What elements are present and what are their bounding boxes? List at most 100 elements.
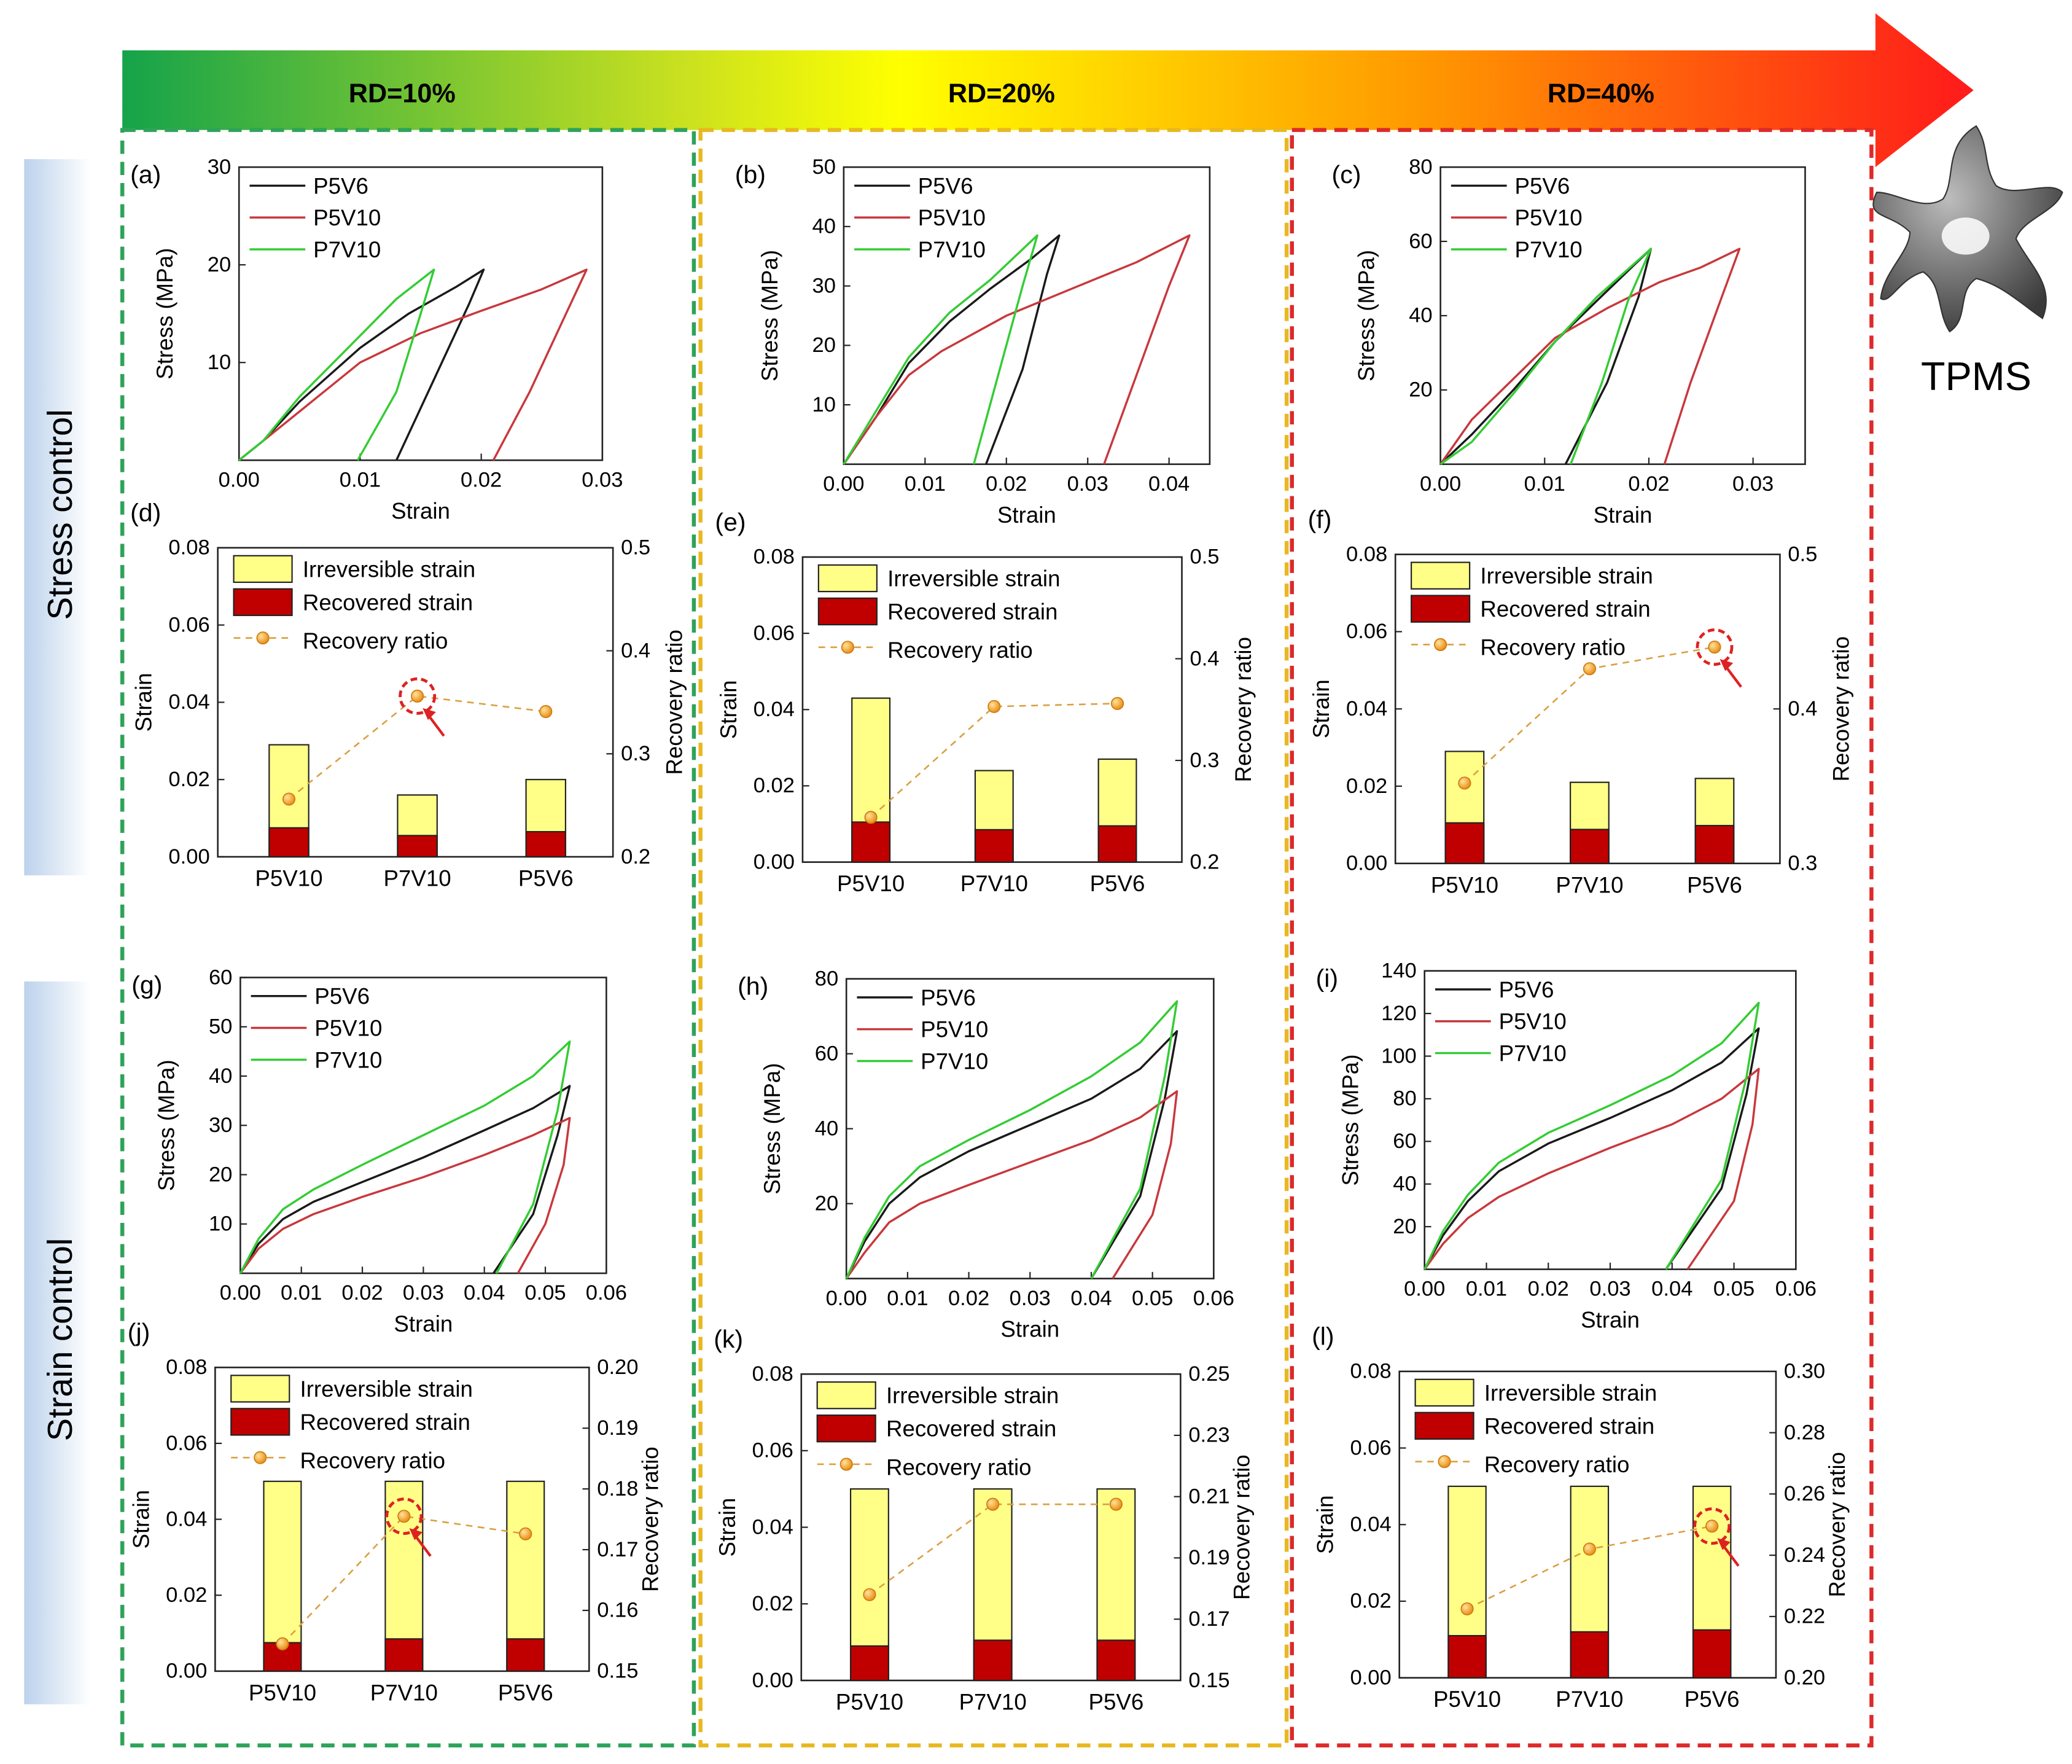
rd-20-label: RD=20% <box>948 79 1055 108</box>
y-axis-label: Stress (MPa) <box>757 250 782 381</box>
bar-recovered <box>851 821 891 863</box>
legend-swatch-ratio-point <box>254 1451 267 1464</box>
highlight-arrow <box>1721 1544 1740 1567</box>
y-right-axis-label: Recovery ratio <box>1825 1452 1850 1598</box>
y-right-tick-label: 0.19 <box>597 1416 638 1440</box>
y-right-tick-label: 0.23 <box>1188 1424 1229 1447</box>
legend-swatch-recovered <box>816 1414 876 1443</box>
bar-recovered <box>1097 825 1137 863</box>
plot-frame <box>843 166 1211 466</box>
legend-swatch-recovered <box>817 597 878 626</box>
x-axis-label: Strain <box>997 502 1056 528</box>
series-line-p5v6 <box>239 1085 571 1274</box>
recovery-ratio-line <box>288 695 546 800</box>
legend-label: P7V10 <box>1515 237 1583 262</box>
y-right-axis-label: Recovery ratio <box>1231 637 1256 782</box>
highlight-circle <box>399 677 437 715</box>
chart-i: (i) 0.00 0.01 0.02 0.03 0.04 0.05 0.06 20 40 60 80 1… <box>1316 959 1817 1332</box>
legend-label: Recovery ratio <box>300 1448 446 1473</box>
y-tick-label: 0.08 <box>754 545 795 569</box>
y-tick-label: 0.08 <box>752 1362 793 1386</box>
y-tick-label: 10 <box>812 393 835 416</box>
category-label: P5V6 <box>1687 872 1742 897</box>
y-tick-label: 20 <box>812 334 835 357</box>
y-axis-label: Strain <box>128 1490 154 1549</box>
y-tick-label: 80 <box>1409 155 1432 179</box>
x-axis-label: Strain <box>1594 502 1653 528</box>
bar-recovered <box>525 831 567 858</box>
y-tick-label: 0.06 <box>168 613 209 636</box>
panel-label: (d) <box>130 499 161 527</box>
x-tick-label: 0.04 <box>1148 472 1190 496</box>
recovery-ratio-point <box>539 704 553 719</box>
y-tick-label: 60 <box>1409 230 1432 253</box>
y-tick-label: 0.00 <box>752 1669 793 1692</box>
panel-label: (g) <box>131 970 162 999</box>
legend-swatch-irreversible <box>817 564 878 593</box>
legend-label: P7V10 <box>921 1048 988 1074</box>
panel-label: (a) <box>130 160 161 189</box>
x-tick-label: 0.02 <box>948 1287 989 1310</box>
bar-recovered <box>1447 1634 1487 1679</box>
x-tick-label: 0.03 <box>582 468 623 491</box>
series-line-p7v10 <box>238 268 435 461</box>
category-label: P7V10 <box>959 1689 1027 1714</box>
y-tick-label: 0.02 <box>1346 775 1387 798</box>
highlight-arrow-head <box>1717 1538 1731 1550</box>
bar-recovered <box>1694 825 1735 864</box>
category-label: P5V6 <box>1089 1689 1144 1714</box>
y-tick-label: 0.06 <box>166 1432 207 1455</box>
y-right-tick-label: 0.15 <box>597 1660 638 1683</box>
x-tick-label: 0.03 <box>1589 1278 1630 1301</box>
recovery-ratio-point <box>986 1497 1000 1511</box>
y-right-tick-label: 0.20 <box>597 1356 638 1379</box>
y-tick-label: 0.02 <box>1350 1590 1391 1613</box>
y-right-axis-label: Recovery ratio <box>1229 1454 1255 1600</box>
x-axis-label: Strain <box>394 1311 453 1337</box>
recovery-ratio-point <box>397 1510 411 1523</box>
y-tick-label: 0.08 <box>168 536 209 560</box>
chart-b: (b) 0.00 0.01 0.02 0.03 0.04 10 20 30 40 50 Strain S… <box>735 155 1211 528</box>
x-axis-label: Strain <box>1000 1317 1059 1342</box>
y-right-tick-label: 0.5 <box>621 536 650 560</box>
y-tick-label: 140 <box>1381 959 1417 982</box>
x-tick-label: 0.02 <box>461 468 502 491</box>
y-axis-label: Strain <box>131 673 157 732</box>
recovery-ratio-point <box>519 1527 532 1540</box>
plot-frame <box>845 978 1215 1279</box>
rd-20-box <box>698 128 1289 1748</box>
tpms-structure-icon <box>1872 125 2063 333</box>
panel-label: (e) <box>715 508 746 536</box>
y-tick-label: 40 <box>209 1064 232 1088</box>
y-tick-label: 80 <box>815 967 838 990</box>
recovery-ratio-point <box>1705 1520 1719 1533</box>
y-right-tick-label: 0.4 <box>621 639 650 662</box>
rd-40-box <box>1290 128 1874 1748</box>
legend-label: Recovered strain <box>300 1410 470 1435</box>
recovery-ratio-point <box>1583 662 1597 676</box>
y-right-tick-label: 0.2 <box>1190 850 1219 873</box>
highlight-circle <box>385 1497 423 1536</box>
recovery-ratio-point <box>282 792 296 806</box>
bar-recovered <box>506 1638 545 1672</box>
y-tick-label: 20 <box>209 1163 232 1186</box>
legend-label: P5V6 <box>1515 173 1570 198</box>
x-tick-label: 0.00 <box>826 1287 867 1310</box>
y-right-tick-label: 0.3 <box>1788 852 1817 875</box>
x-tick-label: 0.05 <box>1713 1278 1755 1301</box>
y-right-tick-label: 0.30 <box>1784 1360 1825 1383</box>
y-right-tick-label: 0.20 <box>1784 1666 1825 1689</box>
category-label: P7V10 <box>384 865 451 891</box>
panel-label: (f) <box>1308 505 1332 533</box>
y-tick-label: 100 <box>1381 1044 1417 1067</box>
y-axis-label: Strain <box>716 680 741 739</box>
y-right-tick-label: 0.21 <box>1188 1485 1229 1508</box>
legend-label: Recovery ratio <box>1480 635 1626 660</box>
rd-40-label: RD=40% <box>1548 79 1654 108</box>
legend-label: Recovered strain <box>1484 1413 1654 1438</box>
recovery-ratio-line <box>869 1503 1116 1596</box>
x-tick-label: 0.04 <box>1651 1278 1692 1301</box>
x-tick-label: 0.01 <box>1466 1278 1507 1301</box>
series-line-p5v10 <box>845 1090 1178 1279</box>
